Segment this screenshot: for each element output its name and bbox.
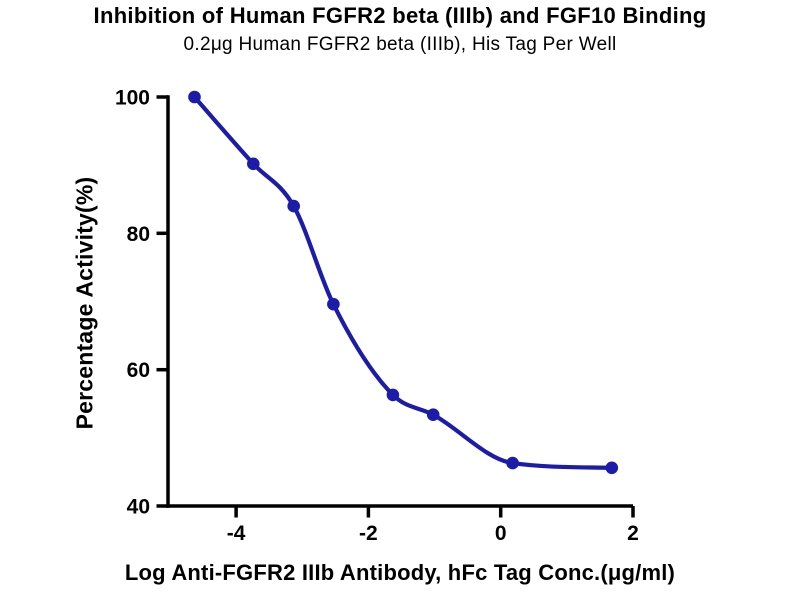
fit-curve bbox=[192, 94, 614, 470]
x-tick-label: 0 bbox=[495, 522, 507, 545]
x-axis-label: Log Anti-FGFR2 IIIb Antibody, hFc Tag Co… bbox=[124, 560, 676, 585]
x-tick-label: -2 bbox=[359, 522, 378, 545]
data-point bbox=[327, 297, 340, 311]
y-tick-label: 60 bbox=[127, 359, 150, 382]
data-point bbox=[188, 90, 201, 104]
data-point bbox=[386, 388, 400, 402]
chart-title: Inhibition of Human FGFR2 beta (IIIb) an… bbox=[93, 3, 707, 28]
data-point bbox=[287, 199, 301, 213]
y-tick-label: 100 bbox=[115, 87, 150, 110]
data-point bbox=[426, 408, 440, 422]
y-tick-label: 40 bbox=[127, 496, 150, 519]
data-point bbox=[247, 157, 260, 171]
x-tick-label: 2 bbox=[627, 522, 639, 545]
x-tick-label: -4 bbox=[227, 522, 246, 545]
data-point bbox=[605, 461, 619, 475]
data-point bbox=[506, 456, 519, 470]
y-tick-label: 80 bbox=[127, 223, 150, 246]
chart-subtitle: 0.2μg Human FGFR2 beta (IIIb), His Tag P… bbox=[183, 34, 617, 55]
